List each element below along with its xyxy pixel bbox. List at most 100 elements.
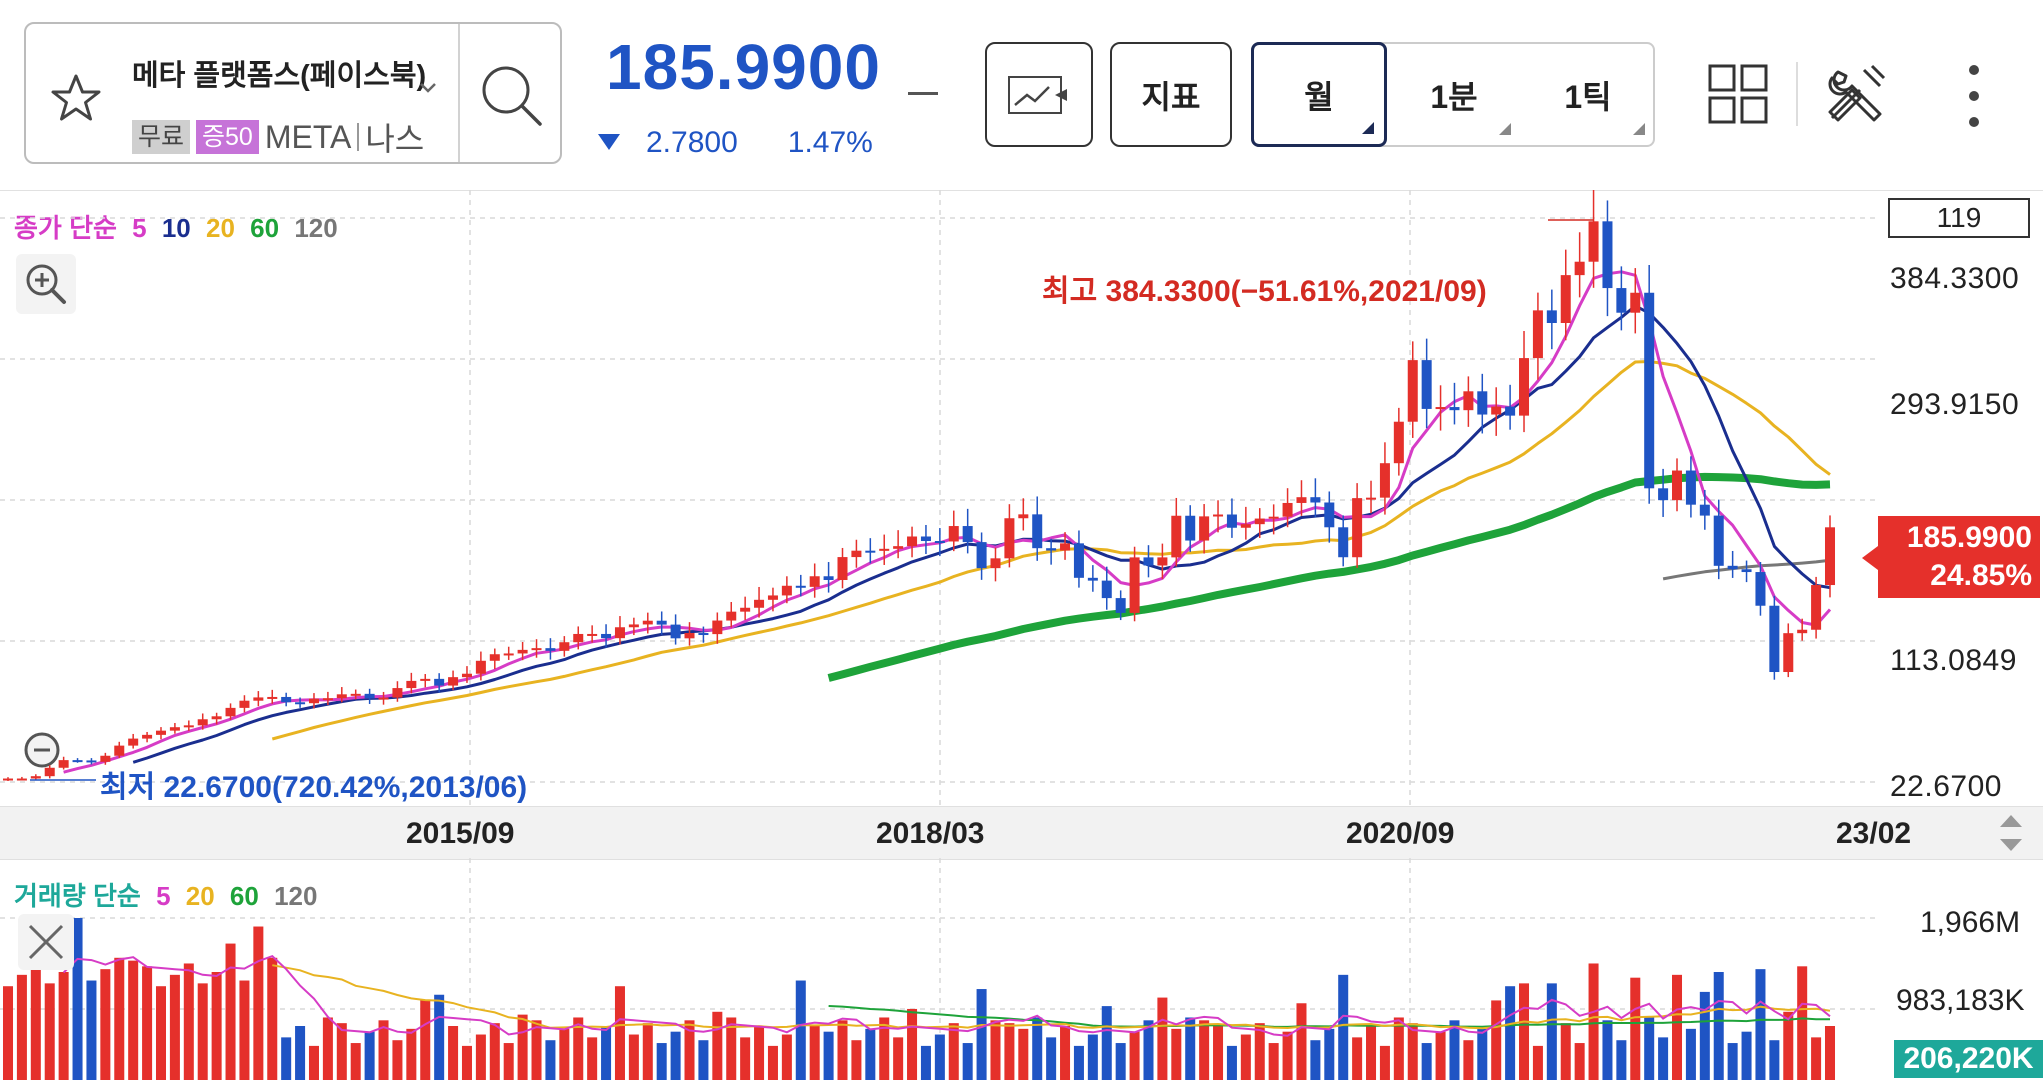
indicator-button[interactable]: 지표 (1110, 42, 1232, 147)
candle-body (962, 526, 973, 543)
stock-tags: 무료 증50 META 나스 (132, 114, 482, 160)
current-price-tag: 185.9900 24.85% (1862, 516, 2040, 598)
date-tick: 2018/03 (876, 817, 985, 850)
volume-bar (614, 986, 625, 1080)
chart-type-button[interactable] (985, 42, 1093, 147)
zoom-in-button[interactable] (16, 254, 76, 314)
candle-body (1213, 514, 1224, 517)
vol-ma20-label: 20 (185, 881, 215, 911)
candle-body (1046, 548, 1057, 551)
ma10-label: 10 (161, 213, 191, 243)
volume-chart[interactable] (0, 858, 2043, 1080)
volume-bar (448, 1026, 459, 1080)
candle-body (1157, 557, 1168, 566)
volume-bar (1324, 1028, 1335, 1080)
candle-body (1699, 504, 1710, 516)
candle-body (1129, 557, 1140, 613)
volume-bar (934, 1034, 945, 1080)
candle-body (934, 541, 945, 544)
price-label-low: 22.6700 (1890, 770, 2002, 803)
candle-body (865, 550, 876, 553)
price-change: 2.7800 1.47% (598, 126, 873, 160)
period-monthly[interactable]: 월 (1251, 42, 1387, 147)
volume-bar (879, 1017, 890, 1080)
star-icon[interactable] (46, 70, 106, 130)
candle-count-box: 119 (1888, 198, 2030, 238)
volume-bar (642, 1023, 653, 1080)
volume-bar (225, 943, 236, 1080)
volume-bar (601, 1026, 612, 1080)
candle-body (1352, 498, 1363, 558)
panel-resize-icon[interactable] (1996, 811, 2026, 855)
volume-bar (1546, 983, 1557, 1080)
chevron-down-icon[interactable] (418, 78, 438, 98)
volume-bar (1185, 1017, 1196, 1080)
volume-bar (406, 1028, 417, 1080)
margin-badge: 증50 (196, 120, 259, 154)
date-axis[interactable]: 2015/09 2018/03 2020/09 23/02 (0, 806, 2043, 860)
volume-bar (1741, 1031, 1752, 1080)
tools-icon[interactable] (1824, 62, 1888, 126)
candle-body (1602, 221, 1613, 289)
volume-bar (1811, 1037, 1822, 1080)
volume-bar (308, 1045, 319, 1080)
candle-body (1115, 598, 1126, 613)
candle-body (1672, 470, 1683, 501)
volume-bar (461, 1045, 472, 1080)
stock-selector[interactable]: 메타 플랫폼스(페이스북) 무료 증50 META 나스 (24, 22, 562, 164)
volume-bar (1366, 1026, 1377, 1080)
period-1min[interactable]: 1분 (1387, 44, 1521, 145)
period-1tick[interactable]: 1틱 (1521, 44, 1655, 145)
close-volume-button[interactable] (18, 914, 74, 970)
zoom-out-button[interactable] (12, 720, 72, 780)
volume-bar (1226, 1045, 1237, 1080)
volume-bar (1004, 1023, 1015, 1080)
volume-bar (1630, 977, 1641, 1080)
grid-layout-icon[interactable] (1708, 64, 1768, 124)
volume-bar (1018, 1028, 1029, 1080)
candle-body (851, 550, 862, 558)
candle-body (726, 611, 737, 621)
more-vertical-icon[interactable] (1962, 62, 1986, 130)
current-volume-tag: 206,220K (1894, 1040, 2043, 1078)
candle-body (1087, 577, 1098, 581)
volume-bar (1407, 1023, 1418, 1080)
volume-bar (336, 1023, 347, 1080)
volume-bar (1658, 1037, 1669, 1080)
candle-body (350, 693, 361, 696)
volume-bar (698, 1040, 709, 1080)
candle-body (795, 585, 806, 588)
candle-body (1296, 497, 1307, 503)
volume-bar (2, 986, 14, 1080)
candle-body (1532, 310, 1543, 359)
price-chart[interactable] (0, 190, 2043, 805)
candle-body (893, 546, 904, 549)
candle-body (531, 648, 542, 651)
candle-body (1477, 391, 1488, 415)
volume-bar (1352, 1037, 1363, 1080)
current-price: 185.9900 (606, 31, 881, 103)
candle-body (1018, 514, 1029, 519)
volume-bar (531, 1020, 542, 1080)
volume-bar (378, 1020, 389, 1080)
volume-bar (1060, 1026, 1071, 1080)
candle-body (1282, 502, 1293, 517)
search-button[interactable] (458, 24, 564, 162)
tag-divider (357, 123, 360, 151)
candle-body (239, 700, 250, 708)
volume-bar (1797, 966, 1808, 1080)
volume-bar (128, 960, 139, 1080)
price-label-2: 293.9150 (1890, 388, 2020, 421)
volume-bar (726, 1017, 737, 1080)
candle-body (698, 633, 709, 636)
vol-ma5-line (62, 954, 1831, 1037)
candle-body (1644, 292, 1655, 489)
volume-bar (1755, 969, 1766, 1080)
volume-bar (1421, 1043, 1432, 1080)
search-icon[interactable] (460, 24, 564, 162)
volume-bar (1769, 1040, 1780, 1080)
candle-body (1324, 502, 1335, 528)
candle-body (30, 776, 41, 779)
stock-name[interactable]: 메타 플랫폼스(페이스북) (132, 60, 427, 92)
volume-bar (712, 1011, 723, 1080)
